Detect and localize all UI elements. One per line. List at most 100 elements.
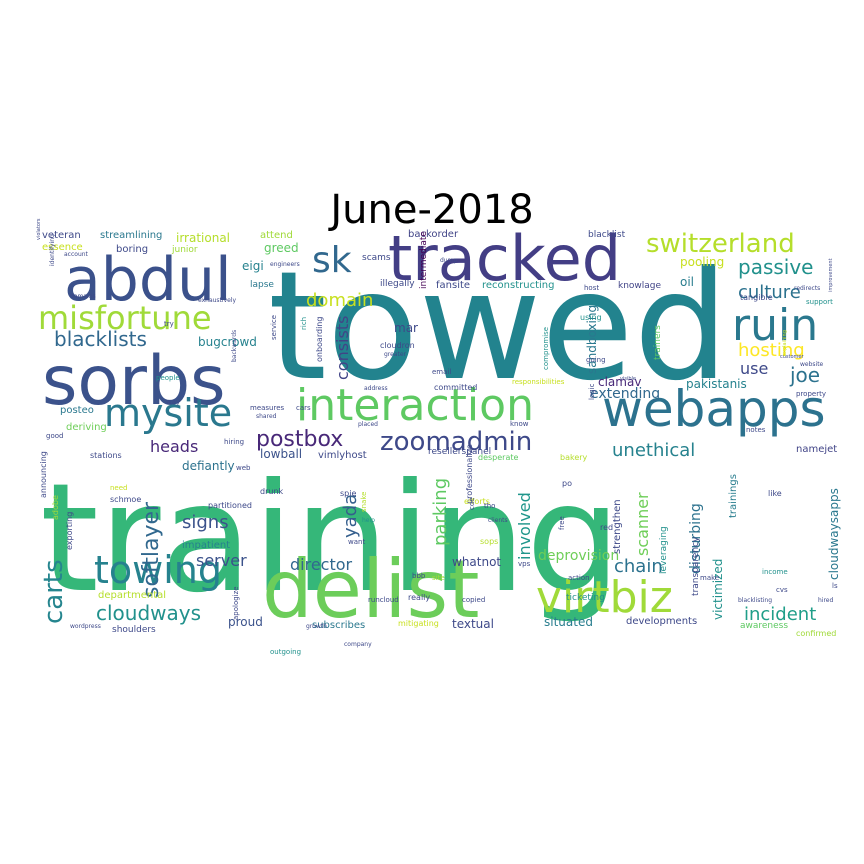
word-joe: joe [789,363,820,387]
word-hiring: hiring [224,438,244,446]
word-know: know [510,420,529,428]
word-sk: sk [312,240,352,281]
word-awareness: awareness [740,621,788,631]
word-pakistanis: pakistanis [686,377,747,391]
word-trainings: trainings [728,474,739,518]
word-outgoing: outgoing [270,648,301,656]
word-partitioned: partitioned [208,501,252,510]
word-posteo: posteo [60,405,94,416]
word-passive: passive [738,255,814,279]
word-oil: oil [680,275,694,289]
word-textual: textual [452,617,494,631]
word-departmental: departmental [98,590,166,601]
word-switzerland: switzerland [646,229,795,259]
word-shared: shared [256,413,277,420]
word-people: people [156,374,180,382]
word-apologize: apologize [232,586,240,620]
word-director: director [290,555,353,574]
word-snake: snake [360,492,368,512]
word-blacklists: blacklists [54,327,147,351]
word-cloudwaysapps: cloudwaysapps [827,488,841,580]
word-clamav: clamav [598,375,641,389]
word-schmoe: schmoe [110,495,141,504]
word-visible: visible [620,376,636,382]
word-going: going [586,356,606,364]
word-action: action [568,574,590,582]
word-blacklist: blacklist [588,230,626,240]
word-webapps: webapps [602,380,826,438]
word-hired: hired [818,597,833,604]
word-tangible: tangible [740,293,773,302]
word-po: po [562,479,572,488]
word-transparency: transparency [691,536,701,596]
word-logic: logic [588,383,596,400]
word-veteran: veteran [42,230,81,241]
word-measures: measures [250,404,285,412]
word-involved: involved [515,492,534,560]
word-ls: ls [832,582,838,590]
word-greater: greater [384,351,407,358]
word-like: like [768,489,782,498]
word-cloudron: cloudron [380,341,415,350]
word-cde: cde [468,497,476,510]
word-towed: towed [268,240,729,414]
word-trainers: trainers [653,325,663,360]
word-cars: cars [296,404,311,412]
word-namejet: namejet [796,444,837,455]
word-deriving: deriving [66,422,107,433]
word-property: property [796,390,826,398]
word-backwards: backwards [231,330,238,362]
word-reconstructing: reconstructing [482,280,554,291]
word-company: company [344,641,372,648]
word-clients: clients [488,517,508,524]
word-help: help [362,517,375,524]
word-bakery: bakery [560,453,588,462]
word-zoomadmin: zoomadmin [380,427,532,457]
word-interaction: interaction [296,380,534,431]
word-leveraging: leveraging [659,526,669,574]
word-server: server [196,551,247,570]
word-announcing: announcing [39,451,48,498]
word-sops: sops [480,537,498,546]
word-incident: incident [744,604,816,625]
word-want: want [348,538,365,546]
word-lapse: lapse [250,280,274,290]
word-free: free [558,516,566,530]
word-fansite: fansite [436,280,470,291]
word-hosting: hosting [738,340,805,361]
word-culture: culture [738,282,801,303]
word-blacklisting: blacklisting [738,597,772,604]
word-really: really [408,593,430,602]
word-compromise: compromise [542,327,550,370]
word-irrational: irrational [176,231,230,245]
word-boring: boring [116,244,148,255]
word-desperate: desperate [478,453,518,462]
word-exhaustively: exhaustively [198,297,236,304]
word-website: website [800,361,824,368]
word-ticketing: ticketing [566,593,605,603]
word-softlayer: softlayer [139,501,164,598]
word-account: account [64,251,89,258]
word-pooling: pooling [680,255,724,269]
word-sandboxing: sandboxing [585,305,599,374]
word-address: address [364,385,388,392]
word-email: email [432,368,451,376]
word-abdul: abdul [64,245,232,315]
word-wordpress: wordpress [70,623,101,630]
word-victimized: victimized [711,559,725,620]
word-postbox: postbox [256,427,343,452]
word-engineers: engineers [270,261,300,268]
word-web: web [236,464,251,472]
word-improvement: improvement [828,258,834,292]
word-yada: yada [340,494,361,538]
word-professionalize: professionalize [465,444,474,504]
word-red: red [600,523,613,532]
word-scams: scams [362,253,391,263]
word-impatient: impatient [182,540,230,551]
word-rich: rich [300,317,308,330]
word-illegally: illegally [380,279,415,289]
word-placed: placed [358,421,378,428]
word-defiantly: defiantly [182,459,235,473]
word-way: way [166,398,180,406]
